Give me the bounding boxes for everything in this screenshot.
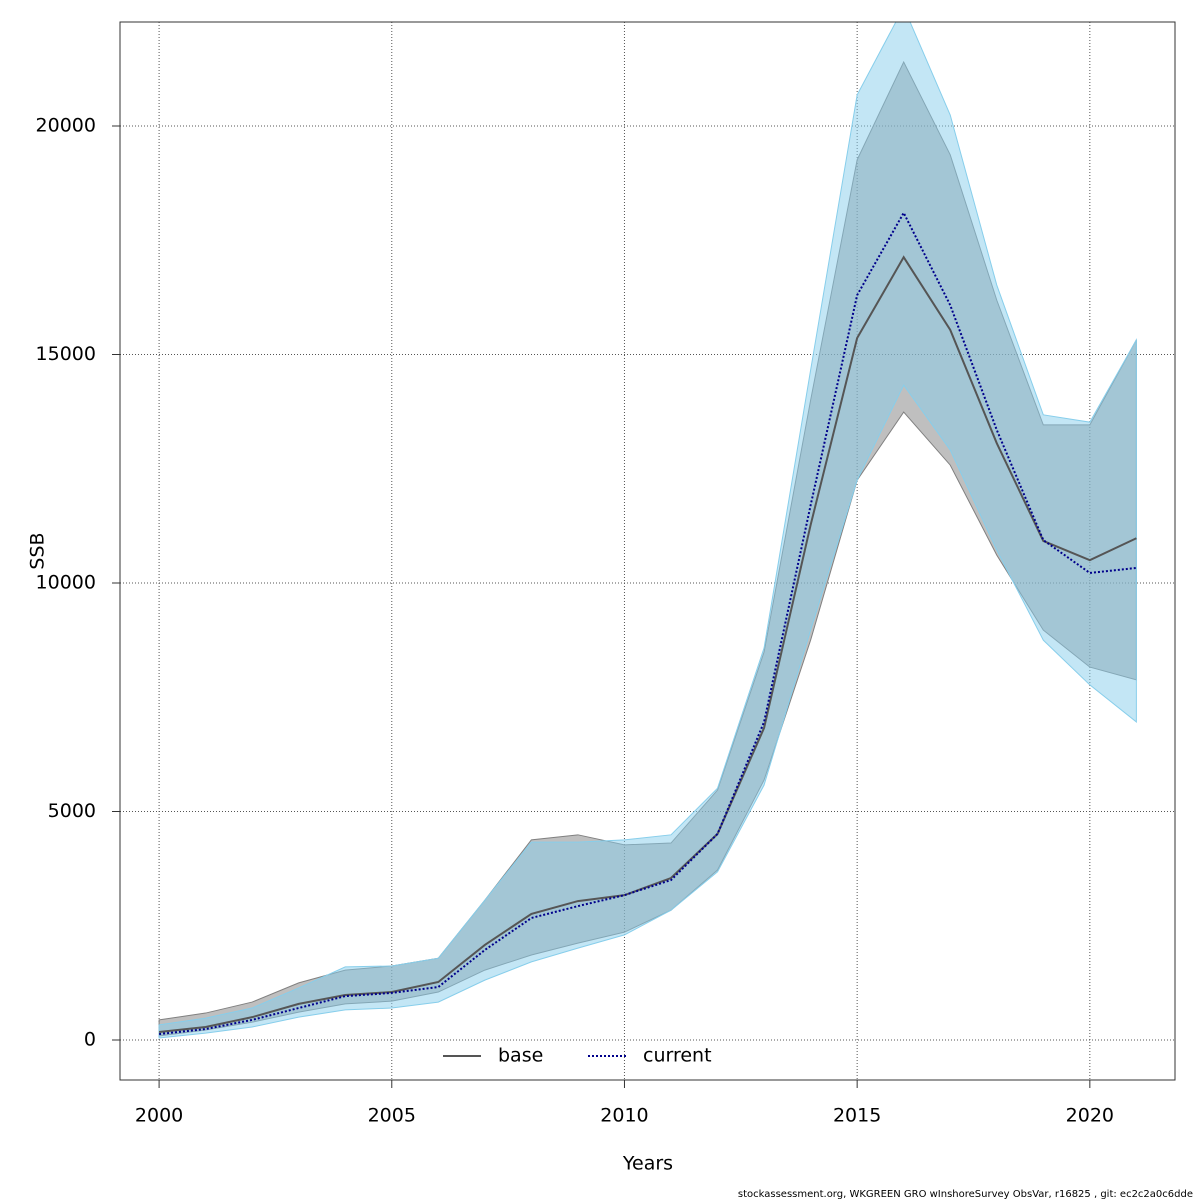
y-tick-label: 0 (84, 1029, 96, 1051)
x-tick-label: 2005 (368, 1105, 416, 1127)
y-tick-label: 20000 (36, 115, 96, 137)
x-tick-label: 2000 (135, 1105, 183, 1127)
x-tick-label: 2015 (833, 1105, 881, 1127)
y-tick-label: 15000 (36, 343, 96, 365)
x-tick-label: 2020 (1066, 1105, 1114, 1127)
y-tick-label: 10000 (36, 572, 96, 594)
series-line (158, 210, 1137, 1036)
confidence-band (158, 22, 1137, 1039)
x-axis-label: Years (622, 1153, 673, 1175)
plot-area (120, 22, 1175, 1080)
x-tick-label: 2010 (600, 1105, 648, 1127)
footer: stockassessment.org, WKGREEN GRO wInshor… (738, 1189, 1193, 1200)
legend-label: current (643, 1045, 712, 1067)
plot-frame (119, 21, 1176, 1081)
y-axis-label: SSB (27, 532, 49, 569)
legend-label: base (498, 1045, 543, 1067)
y-tick-label: 5000 (48, 800, 96, 822)
